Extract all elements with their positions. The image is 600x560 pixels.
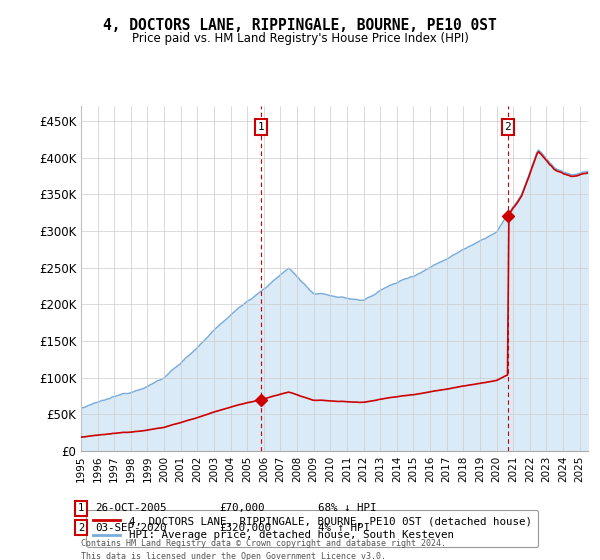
Text: Price paid vs. HM Land Registry's House Price Index (HPI): Price paid vs. HM Land Registry's House … <box>131 32 469 45</box>
Text: 4% ↑ HPI: 4% ↑ HPI <box>318 522 370 533</box>
Text: 68% ↓ HPI: 68% ↓ HPI <box>318 503 377 514</box>
Text: £320,000: £320,000 <box>219 522 271 533</box>
Text: Contains HM Land Registry data © Crown copyright and database right 2024.
This d: Contains HM Land Registry data © Crown c… <box>81 539 446 560</box>
Text: £70,000: £70,000 <box>219 503 265 514</box>
Text: 26-OCT-2005: 26-OCT-2005 <box>95 503 166 514</box>
Text: 03-SEP-2020: 03-SEP-2020 <box>95 522 166 533</box>
Legend: 4, DOCTORS LANE, RIPPINGALE, BOURNE, PE10 0ST (detached house), HPI: Average pri: 4, DOCTORS LANE, RIPPINGALE, BOURNE, PE1… <box>86 510 538 547</box>
Text: 2: 2 <box>505 122 511 132</box>
Text: 1: 1 <box>257 122 264 132</box>
Text: 2: 2 <box>78 522 84 533</box>
Text: 4, DOCTORS LANE, RIPPINGALE, BOURNE, PE10 0ST: 4, DOCTORS LANE, RIPPINGALE, BOURNE, PE1… <box>103 18 497 33</box>
Text: 1: 1 <box>78 503 84 514</box>
